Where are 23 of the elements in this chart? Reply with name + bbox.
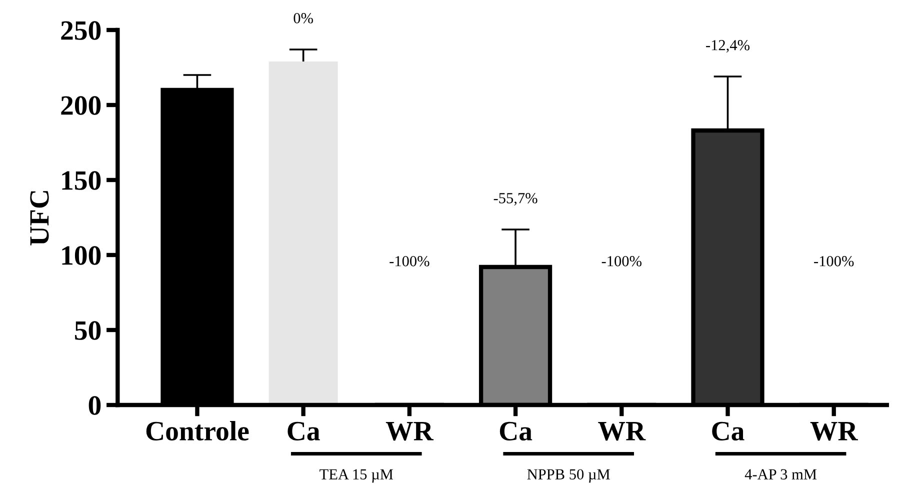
- y-tick-label: 0: [88, 396, 101, 415]
- annotation: -100%: [602, 256, 642, 266]
- x-tick-label: WR: [810, 422, 858, 441]
- x-tick-label: Ca: [288, 422, 320, 441]
- annotation: -55,7%: [494, 193, 538, 206]
- y-tick-label: 250: [61, 21, 101, 40]
- y-axis-title: UFC: [30, 191, 49, 246]
- y-tick-label: 50: [75, 321, 101, 340]
- annotation: -12,4%: [706, 40, 750, 53]
- text: TEA 15 µM: [320, 469, 394, 483]
- text: 0%: [294, 13, 313, 24]
- x-tick-label: Ca: [712, 422, 744, 441]
- text: NPPB 50 µM: [527, 469, 610, 483]
- x-tick-label: WR: [386, 422, 434, 441]
- y-tick-label: 150: [62, 171, 101, 190]
- y-tick-label: 100: [62, 246, 101, 265]
- annotation: -100%: [814, 256, 854, 266]
- x-tick-label: Ca: [500, 422, 532, 441]
- annotation: -100%: [390, 256, 430, 266]
- x-tick-label: WR: [598, 422, 646, 441]
- text: 4-AP 3 mM: [744, 469, 817, 480]
- y-tick-label: 200: [61, 96, 101, 115]
- x-tick-label: Controle: [146, 420, 249, 441]
